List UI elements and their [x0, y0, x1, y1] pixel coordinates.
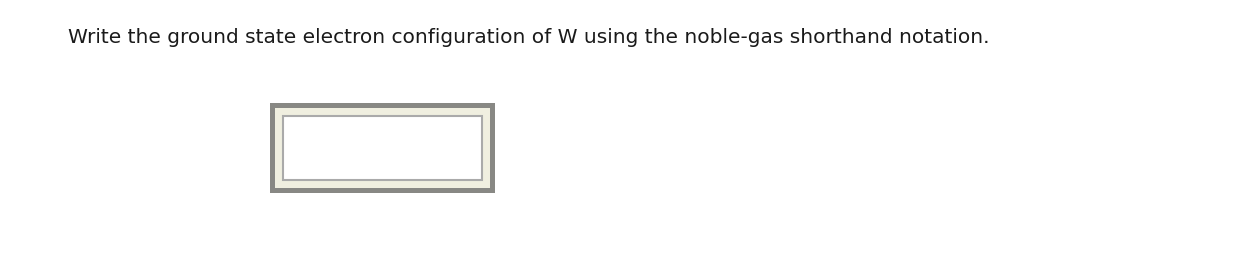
Bar	[283, 116, 482, 180]
Text: Write the ground state electron configuration of W using the noble-gas shorthand: Write the ground state electron configur…	[68, 28, 990, 47]
Bar	[270, 103, 496, 193]
Bar	[274, 108, 491, 188]
